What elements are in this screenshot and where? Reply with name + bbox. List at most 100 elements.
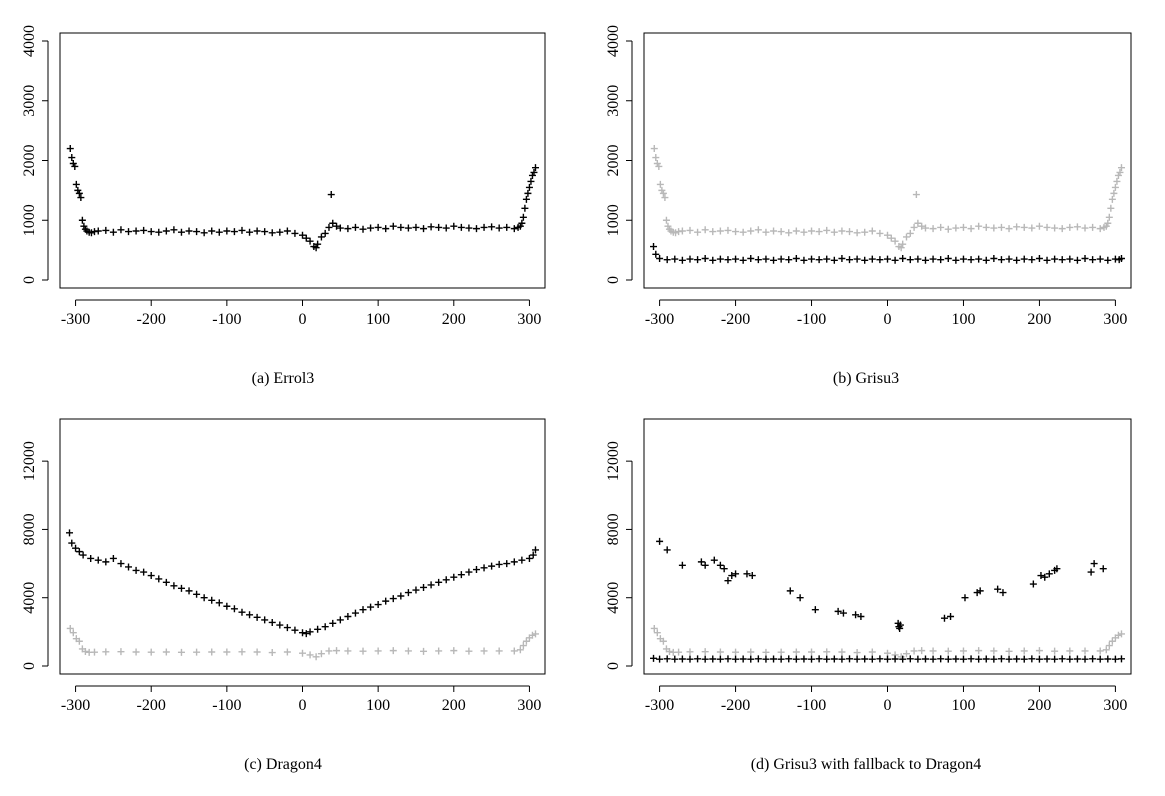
data-point	[899, 254, 907, 262]
data-point	[312, 244, 320, 252]
data-point	[125, 228, 133, 236]
data-point	[1087, 568, 1095, 576]
errol3-series-errol3	[66, 145, 539, 252]
data-point	[921, 224, 929, 232]
data-point	[952, 655, 960, 663]
data-point	[665, 647, 673, 655]
errol3-x-tick-label: -200	[137, 311, 166, 328]
data-point	[450, 573, 458, 581]
dragon4-y-tick-label: 4000	[21, 582, 38, 614]
data-point	[754, 655, 762, 663]
data-point	[155, 575, 163, 583]
data-point	[732, 255, 740, 263]
data-point	[261, 616, 269, 624]
data-point	[223, 227, 231, 235]
data-point	[716, 255, 724, 263]
data-point	[884, 649, 891, 657]
data-point	[853, 229, 861, 237]
data-point	[442, 576, 450, 584]
data-point	[921, 256, 929, 264]
data-point	[659, 637, 667, 645]
data-point	[709, 228, 717, 236]
data-point	[344, 225, 352, 233]
data-point	[389, 595, 397, 603]
data-point	[650, 145, 658, 153]
grisu3-y-tick-label: 3000	[605, 85, 622, 117]
dragon4-y-tick-label: 12000	[21, 441, 38, 481]
data-point	[510, 225, 518, 233]
data-point	[527, 177, 535, 185]
data-point	[351, 609, 359, 617]
data-point	[344, 647, 352, 655]
data-point	[891, 655, 899, 663]
data-point	[283, 227, 291, 235]
data-point	[1081, 224, 1089, 232]
dragon4-x-tick-label: 0	[299, 697, 307, 714]
data-point	[442, 224, 450, 232]
data-point	[404, 589, 412, 597]
data-point	[929, 255, 937, 263]
data-point	[66, 624, 74, 632]
errol3-x-tick-label: -300	[61, 311, 90, 328]
data-point	[77, 194, 85, 202]
data-point	[321, 623, 329, 631]
data-point	[389, 222, 397, 230]
data-point	[815, 655, 823, 663]
dragon4-series-errol3	[66, 624, 539, 661]
data-point	[302, 234, 310, 242]
data-point	[299, 629, 306, 637]
grisu3-fallback-plot-frame	[643, 418, 1132, 675]
grisu3-x-tick-label: 300	[1103, 311, 1127, 328]
data-point	[672, 229, 680, 237]
data-point	[929, 647, 937, 655]
data-point	[944, 647, 952, 655]
dragon4-x-tick-label: 300	[517, 697, 541, 714]
data-point	[68, 539, 76, 547]
data-point	[1117, 630, 1125, 638]
data-point	[959, 223, 967, 231]
data-point	[162, 648, 170, 656]
data-point	[959, 647, 967, 655]
data-point	[1005, 647, 1013, 655]
dragon4-y-tick-label: 0	[21, 662, 38, 670]
errol3-y-tick-label: 0	[21, 276, 38, 284]
data-point	[246, 228, 254, 236]
data-point	[659, 189, 667, 197]
data-point	[1035, 254, 1043, 262]
data-point	[830, 228, 838, 236]
data-point	[754, 226, 762, 234]
data-point	[785, 256, 793, 264]
grisu3-y-tick-label: 1000	[605, 204, 622, 236]
data-point	[238, 608, 246, 616]
data-point	[382, 597, 390, 605]
data-point	[435, 578, 443, 586]
data-point	[480, 223, 488, 231]
data-point	[276, 621, 284, 629]
grisu3-fallback-x-tick-label: -300	[645, 697, 674, 714]
dragon4-x-tick-label: -200	[137, 697, 166, 714]
data-point	[253, 227, 261, 235]
data-point	[884, 655, 891, 663]
data-point	[650, 243, 658, 251]
data-point	[412, 586, 420, 594]
data-point	[678, 655, 686, 663]
data-point	[952, 256, 960, 264]
data-point	[238, 226, 246, 234]
data-point	[694, 256, 702, 264]
data-point	[853, 255, 861, 263]
data-point	[748, 572, 756, 580]
data-point	[344, 612, 352, 620]
data-point	[853, 655, 861, 663]
data-point	[170, 226, 178, 234]
caption-errol3: (a) Errol3	[251, 370, 315, 387]
data-point	[701, 226, 709, 234]
grisu3-y-tick-label: 2000	[605, 145, 622, 177]
data-point	[937, 256, 945, 264]
data-point	[1107, 204, 1115, 212]
data-point	[1096, 225, 1104, 233]
data-point	[897, 244, 905, 252]
data-point	[125, 563, 133, 571]
data-point	[830, 256, 838, 264]
data-point	[140, 226, 148, 234]
data-point	[999, 589, 1007, 597]
